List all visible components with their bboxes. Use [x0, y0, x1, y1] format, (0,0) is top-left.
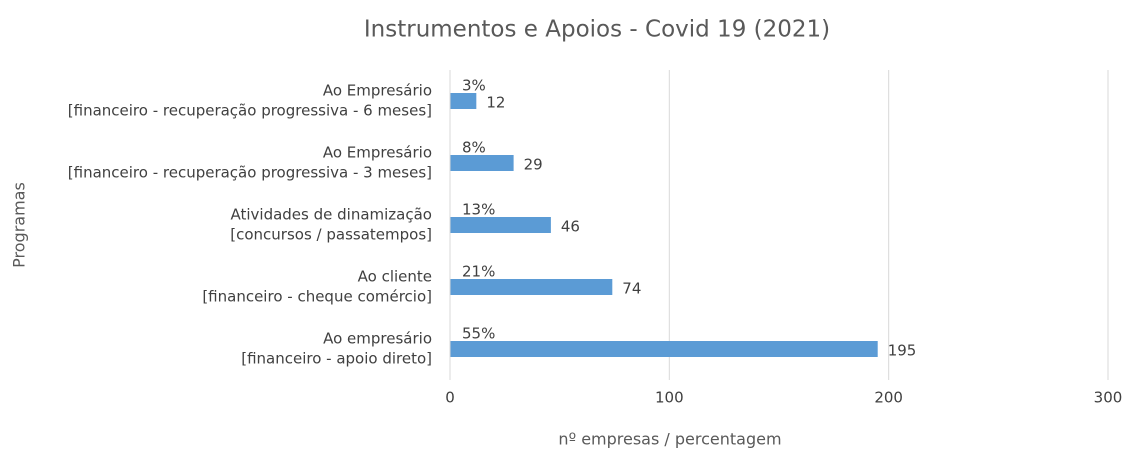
- value-label: 46: [561, 218, 580, 236]
- category-label: Ao cliente: [358, 268, 432, 286]
- bar: [450, 155, 514, 171]
- percent-label: 3%: [462, 77, 486, 95]
- category-label: [financeiro - recuperação progressiva - …: [68, 164, 432, 182]
- category-label: [financeiro - apoio direto]: [241, 350, 432, 368]
- category-label: Atividades de dinamização: [230, 206, 432, 224]
- percent-label: 55%: [462, 325, 495, 343]
- value-label: 195: [888, 342, 917, 360]
- percent-label: 21%: [462, 263, 495, 281]
- chart-title: Instrumentos e Apoios - Covid 19 (2021): [364, 17, 830, 43]
- bar: [450, 217, 551, 233]
- value-label: 12: [486, 94, 505, 112]
- x-tick-label: 300: [1094, 389, 1123, 407]
- x-tick-label: 0: [445, 389, 455, 407]
- percent-label: 8%: [462, 139, 486, 157]
- bar: [450, 279, 613, 295]
- x-tick-label: 200: [874, 389, 903, 407]
- x-tick-label: 100: [655, 389, 684, 407]
- bar: [450, 341, 878, 357]
- category-label: Ao Empresário: [323, 144, 432, 162]
- category-label: Ao Empresário: [323, 82, 432, 100]
- category-label: [financeiro - recuperação progressiva - …: [68, 102, 432, 120]
- value-label: 29: [524, 156, 543, 174]
- category-label: Ao empresário: [323, 330, 432, 348]
- value-label: 74: [622, 280, 641, 298]
- category-label: [concursos / passatempos]: [230, 226, 432, 244]
- y-axis-title: Programas: [10, 182, 29, 268]
- x-axis-title: nº empresas / percentagem: [558, 430, 781, 449]
- bar: [450, 93, 477, 109]
- percent-label: 13%: [462, 201, 495, 219]
- category-label: [financeiro - cheque comércio]: [202, 288, 432, 306]
